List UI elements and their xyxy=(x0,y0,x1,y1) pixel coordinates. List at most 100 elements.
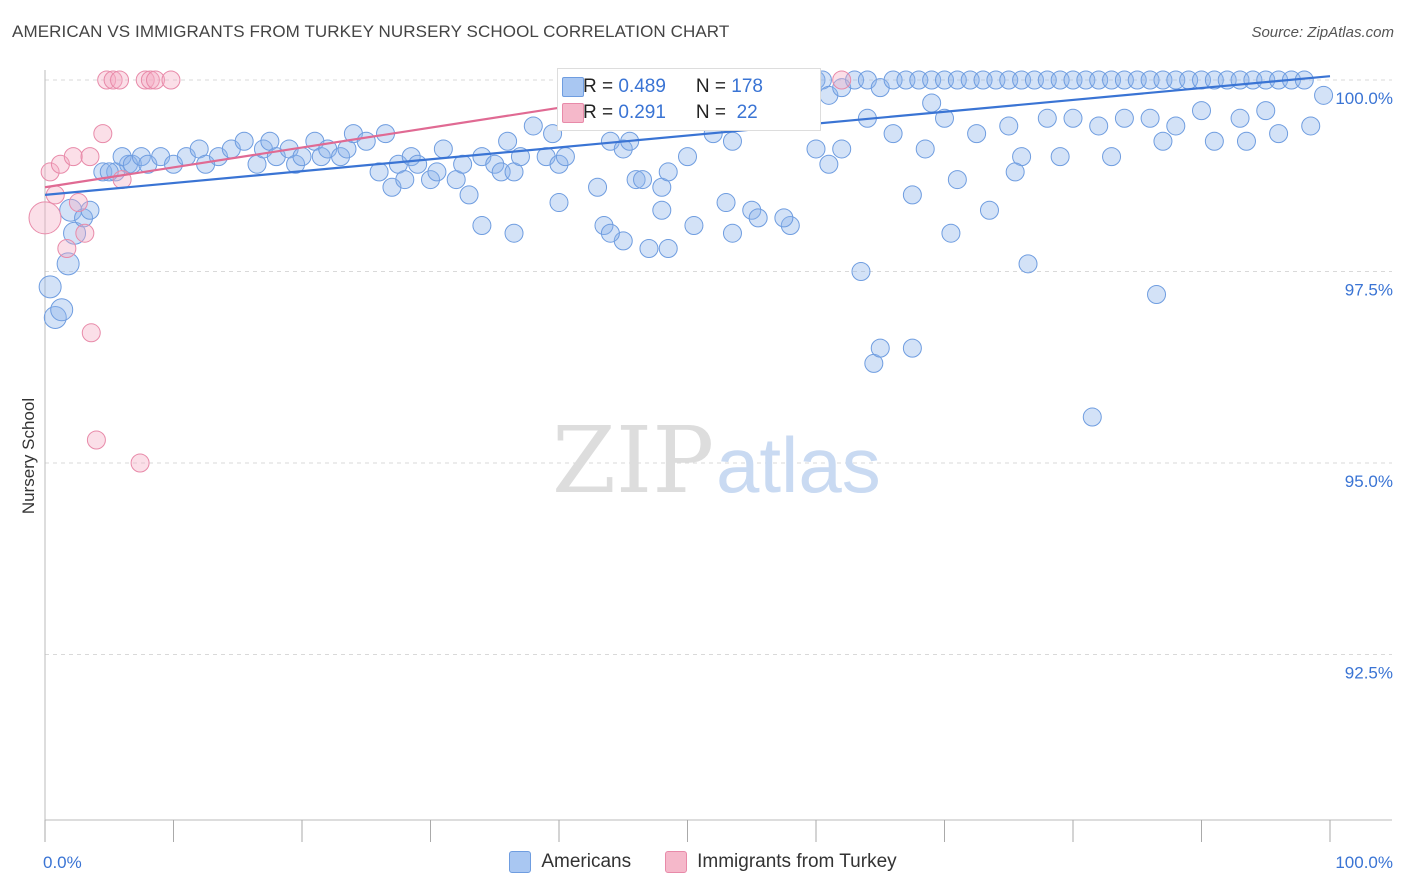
point-americans xyxy=(43,305,67,329)
legend-label-turkey: Immigrants from Turkey xyxy=(697,851,897,872)
point-turkey xyxy=(140,70,160,90)
point-americans xyxy=(658,239,678,259)
stats-n-value: 22 xyxy=(731,102,758,123)
point-turkey xyxy=(110,70,130,90)
watermark-zip: ZIP xyxy=(552,407,714,514)
point-americans xyxy=(684,216,704,236)
point-americans xyxy=(748,208,768,228)
watermark: ZIP atlas xyxy=(552,407,881,514)
point-turkey xyxy=(161,70,181,90)
stats-n-label: N = xyxy=(695,102,732,123)
point-americans xyxy=(935,108,954,128)
point-turkey xyxy=(81,323,101,343)
legend-item-americans[interactable]: Americans xyxy=(509,851,631,873)
point-americans xyxy=(1063,108,1083,128)
point-americans xyxy=(902,338,922,358)
point-turkey xyxy=(832,70,852,90)
point-americans xyxy=(1102,147,1122,167)
point-americans xyxy=(588,177,608,197)
point-americans xyxy=(311,147,331,167)
point-americans xyxy=(600,223,620,243)
point-americans xyxy=(1204,131,1224,151)
point-americans xyxy=(832,139,852,159)
point-americans xyxy=(883,124,903,144)
point-americans xyxy=(633,170,653,190)
point-americans xyxy=(922,93,942,113)
point-americans xyxy=(523,116,543,136)
point-americans xyxy=(433,139,453,159)
point-turkey xyxy=(86,430,106,450)
legend-item-turkey[interactable]: Immigrants from Turkey xyxy=(665,851,897,873)
point-americans xyxy=(941,223,961,243)
point-americans xyxy=(292,147,312,167)
stats-n-value: 178 xyxy=(731,76,763,97)
point-turkey xyxy=(63,147,83,167)
point-americans xyxy=(1236,131,1256,151)
tick-labels: 92.5% 95.0% 97.5% 100.0% 0.0% 100.0% xyxy=(43,89,1393,872)
point-americans xyxy=(1256,101,1276,121)
point-americans xyxy=(1314,85,1334,105)
point-americans xyxy=(819,154,839,174)
stats-row-americans: R = 0.489 N = 178 xyxy=(562,74,763,100)
point-americans xyxy=(38,275,62,299)
stats-swatch-turkey xyxy=(562,103,584,123)
point-americans xyxy=(999,116,1019,136)
point-turkey xyxy=(93,124,113,144)
point-americans xyxy=(870,338,890,358)
stats-r-value: 0.291 xyxy=(618,102,666,123)
point-americans xyxy=(1018,254,1038,274)
point-americans xyxy=(369,162,389,182)
point-americans xyxy=(549,193,569,213)
stats-box: R = 0.489 N = 178 R = 0.291 N = 22 xyxy=(557,68,821,131)
point-americans xyxy=(80,200,100,220)
point-americans xyxy=(902,185,922,205)
point-americans xyxy=(1230,108,1250,128)
point-americans xyxy=(806,139,826,159)
point-americans xyxy=(50,298,74,322)
point-americans xyxy=(356,131,376,151)
point-americans xyxy=(1082,407,1102,427)
point-americans xyxy=(549,154,569,174)
legend-swatch-americans xyxy=(509,851,532,873)
y-tick-label: 97.5% xyxy=(1345,281,1393,300)
point-turkey xyxy=(40,162,60,182)
point-americans xyxy=(639,239,659,259)
point-americans xyxy=(742,200,762,220)
legend: Americans Immigrants from Turkey xyxy=(0,851,1406,873)
point-americans xyxy=(979,200,999,220)
point-americans xyxy=(427,162,447,182)
point-americans xyxy=(947,170,967,190)
point-turkey xyxy=(103,70,123,90)
point-americans xyxy=(1166,116,1186,136)
point-americans xyxy=(472,216,492,236)
point-americans xyxy=(652,200,672,220)
point-americans xyxy=(498,131,518,151)
point-americans xyxy=(112,147,132,167)
point-americans xyxy=(131,147,151,167)
point-americans xyxy=(1301,116,1321,136)
gridlines xyxy=(45,79,1392,655)
chart-title: AMERICAN VS IMMIGRANTS FROM TURKEY NURSE… xyxy=(12,22,730,41)
stats-r-label: R = xyxy=(583,76,619,97)
point-americans xyxy=(395,170,415,190)
point-americans xyxy=(286,154,306,174)
point-turkey xyxy=(68,193,88,213)
point-americans xyxy=(594,216,614,236)
point-americans xyxy=(967,124,987,144)
point-americans xyxy=(716,193,736,213)
point-americans xyxy=(1147,284,1167,304)
point-americans xyxy=(56,252,80,276)
x-tick-label: 100.0% xyxy=(1335,853,1393,872)
point-americans xyxy=(234,131,254,151)
point-americans xyxy=(722,223,742,243)
x-tick-label: 0.0% xyxy=(43,853,82,872)
point-turkey xyxy=(135,70,155,90)
stats-r-label: R = xyxy=(583,102,619,123)
point-americans xyxy=(722,131,742,151)
stats-row-turkey: R = 0.291 N = 22 xyxy=(562,100,758,126)
point-americans xyxy=(678,147,697,167)
point-americans xyxy=(74,208,94,228)
point-americans xyxy=(421,170,440,190)
y-tick-label: 95.0% xyxy=(1345,472,1393,491)
